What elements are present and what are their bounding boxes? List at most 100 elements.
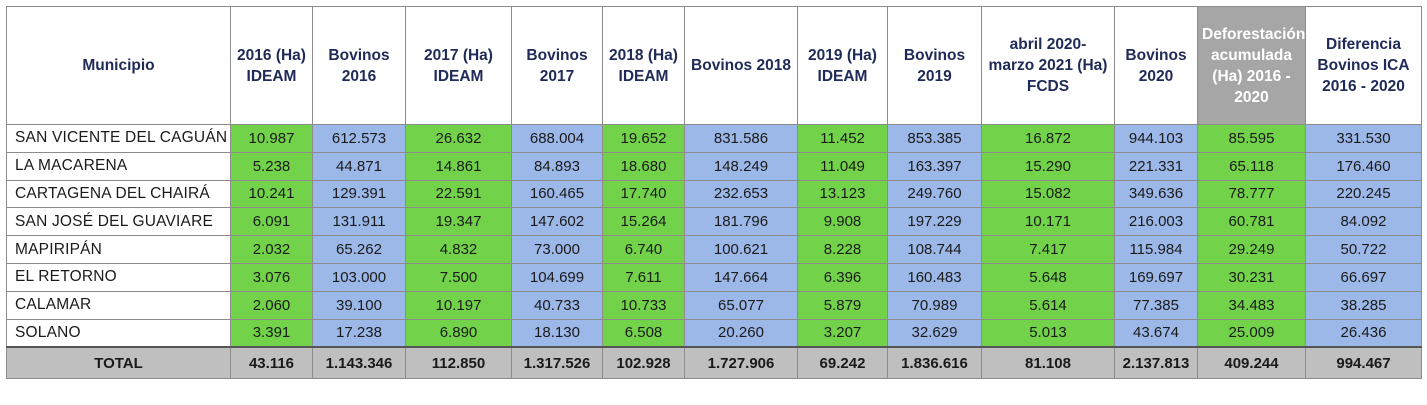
total-cell: 2.137.813 [1114,346,1198,380]
total-cell: 81.108 [981,346,1115,380]
value-cell: 78.777 [1197,179,1306,209]
header-2019-ha: 2019 (Ha) IDEAM [797,6,888,125]
value-cell: 7.611 [602,262,685,292]
value-cell: 216.003 [1114,207,1198,237]
value-cell: 7.417 [981,235,1115,264]
value-cell: 29.249 [1197,235,1306,264]
value-cell: 160.483 [887,262,982,292]
value-cell: 176.460 [1305,151,1422,181]
value-cell: 13.123 [797,179,888,209]
municipio-cell: CALAMAR [6,290,231,320]
value-cell: 70.989 [887,290,982,320]
value-cell: 50.722 [1305,235,1422,264]
table-row: EL RETORNO 3.076 103.000 7.500 104.699 7.611 1… [6,262,1422,292]
value-cell: 85.595 [1197,124,1306,153]
value-cell: 853.385 [887,124,982,153]
value-cell: 249.760 [887,179,982,209]
total-cell: 1.836.616 [887,346,982,380]
value-cell: 148.249 [684,151,798,181]
total-cell: 43.116 [230,346,313,380]
header-bovinos-2017: Bovinos 2017 [511,6,603,125]
value-cell: 220.245 [1305,179,1422,209]
value-cell: 15.290 [981,151,1115,181]
value-cell: 18.130 [511,318,603,348]
value-cell: 5.238 [230,151,313,181]
total-cell: 1.727.906 [684,346,798,380]
value-cell: 147.664 [684,262,798,292]
value-cell: 34.483 [1197,290,1306,320]
deforestation-cattle-table: Municipio 2016 (Ha) IDEAM Bovinos 2016 2… [6,6,1422,380]
value-cell: 612.573 [312,124,406,153]
value-cell: 5.648 [981,262,1115,292]
header-deforestacion-acumulada: Deforestación acumulada (Ha) 2016 - 2020 [1197,6,1306,125]
value-cell: 40.733 [511,290,603,320]
table-row: CARTAGENA DEL CHAIRÁ 10.241 129.391 22.591 1… [6,179,1422,209]
value-cell: 73.000 [511,235,603,264]
municipio-cell: MAPIRIPÁN [6,235,231,264]
value-cell: 129.391 [312,179,406,209]
total-row: TOTAL 43.116 1.143.346 112.850 1.317.526 102.… [6,346,1422,380]
value-cell: 147.602 [511,207,603,237]
total-cell: 1.317.526 [511,346,603,380]
value-cell: 104.699 [511,262,603,292]
value-cell: 15.082 [981,179,1115,209]
value-cell: 100.621 [684,235,798,264]
value-cell: 3.076 [230,262,313,292]
value-cell: 944.103 [1114,124,1198,153]
value-cell: 688.004 [511,124,603,153]
value-cell: 14.861 [405,151,512,181]
value-cell: 181.796 [684,207,798,237]
value-cell: 160.465 [511,179,603,209]
value-cell: 2.032 [230,235,313,264]
value-cell: 5.879 [797,290,888,320]
value-cell: 5.614 [981,290,1115,320]
value-cell: 3.207 [797,318,888,348]
header-bovinos-2018: Bovinos 2018 [684,6,798,125]
total-cell: 112.850 [405,346,512,380]
value-cell: 30.231 [1197,262,1306,292]
value-cell: 2.060 [230,290,313,320]
value-cell: 22.591 [405,179,512,209]
municipio-cell: SAN JOSÉ DEL GUAVIARE [6,207,231,237]
value-cell: 15.264 [602,207,685,237]
value-cell: 115.984 [1114,235,1198,264]
value-cell: 18.680 [602,151,685,181]
value-cell: 6.508 [602,318,685,348]
table-row: MAPIRIPÁN 2.032 65.262 4.832 73.000 6.740 100.… [6,235,1422,264]
value-cell: 221.331 [1114,151,1198,181]
header-bovinos-2019: Bovinos 2019 [887,6,982,125]
value-cell: 6.740 [602,235,685,264]
value-cell: 66.697 [1305,262,1422,292]
value-cell: 39.100 [312,290,406,320]
header-bovinos-2016: Bovinos 2016 [312,6,406,125]
total-cell: 409.244 [1197,346,1306,380]
value-cell: 19.652 [602,124,685,153]
value-cell: 831.586 [684,124,798,153]
value-cell: 26.632 [405,124,512,153]
value-cell: 65.262 [312,235,406,264]
value-cell: 19.347 [405,207,512,237]
header-2017-ha: 2017 (Ha) IDEAM [405,6,512,125]
value-cell: 10.197 [405,290,512,320]
value-cell: 26.436 [1305,318,1422,348]
total-cell: 1.143.346 [312,346,406,380]
value-cell: 7.500 [405,262,512,292]
value-cell: 17.740 [602,179,685,209]
value-cell: 169.697 [1114,262,1198,292]
value-cell: 6.396 [797,262,888,292]
value-cell: 103.000 [312,262,406,292]
municipio-cell: SOLANO [6,318,231,348]
header-bovinos-2020: Bovinos 2020 [1114,6,1198,125]
total-cell: 994.467 [1305,346,1422,380]
header-municipio: Municipio [6,6,231,125]
value-cell: 232.653 [684,179,798,209]
value-cell: 38.285 [1305,290,1422,320]
value-cell: 44.871 [312,151,406,181]
value-cell: 10.171 [981,207,1115,237]
total-cell: 69.242 [797,346,888,380]
value-cell: 108.744 [887,235,982,264]
value-cell: 6.890 [405,318,512,348]
table-body: SAN VICENTE DEL CAGUÁN 10.987 612.573 26.63… [6,124,1422,348]
value-cell: 10.241 [230,179,313,209]
value-cell: 84.893 [511,151,603,181]
